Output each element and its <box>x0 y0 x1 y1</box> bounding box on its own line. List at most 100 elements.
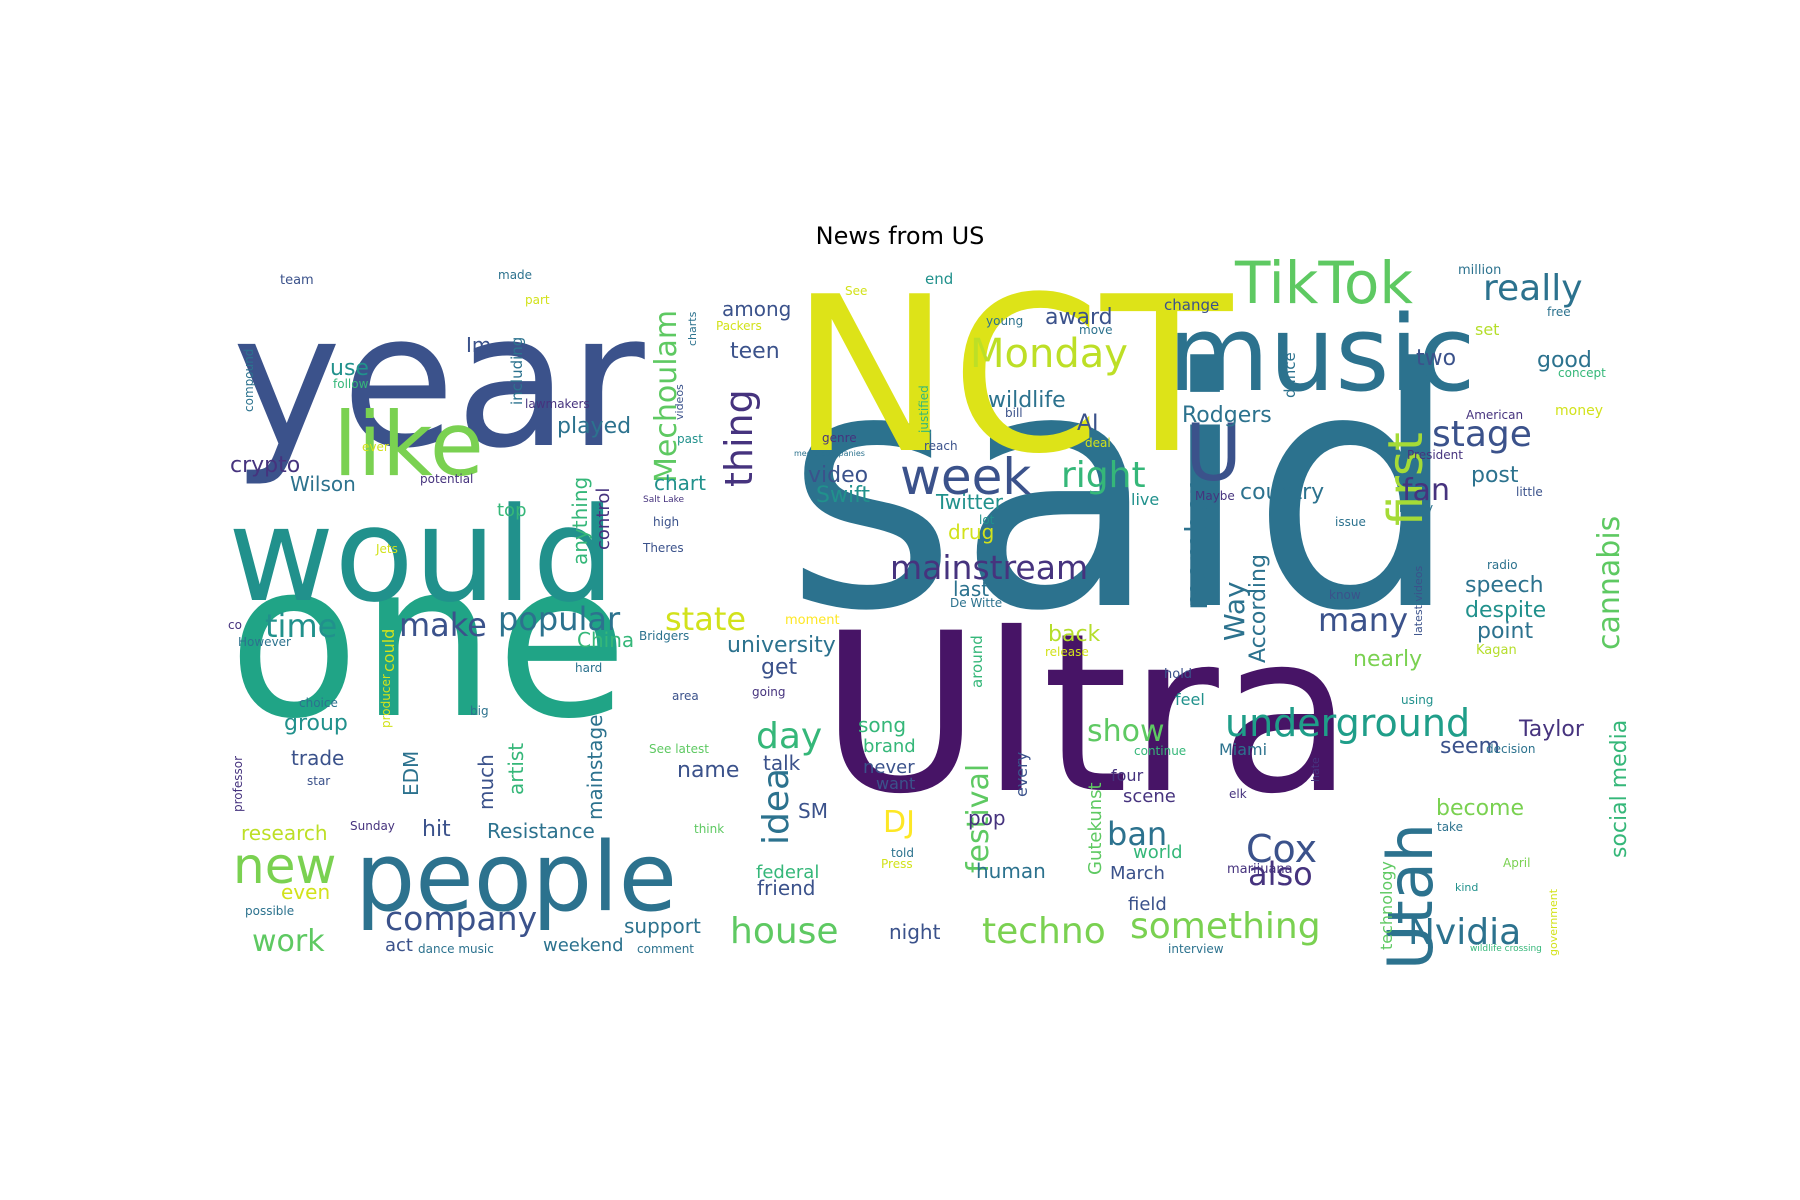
cloud-word: April <box>1503 856 1530 870</box>
cloud-word: including <box>508 337 526 405</box>
cloud-word: even <box>281 880 330 904</box>
cloud-word: comment <box>637 942 694 956</box>
cloud-word: feel <box>1175 690 1205 709</box>
cloud-word: talk <box>763 751 801 775</box>
cloud-word: group <box>284 711 348 736</box>
cloud-word: brand <box>863 736 916 757</box>
cloud-word: Cox <box>1246 827 1317 871</box>
cloud-word: Press <box>881 857 913 871</box>
cloud-word: hold <box>1164 667 1192 682</box>
cloud-word: every <box>1012 752 1031 797</box>
cloud-word: big <box>470 704 489 718</box>
cloud-word: Im <box>466 333 491 357</box>
cloud-word: Miami <box>1219 740 1267 759</box>
cloud-word: hard <box>575 661 602 675</box>
cloud-word: million <box>1458 263 1501 278</box>
cloud-word: become <box>1436 796 1524 821</box>
cloud-word: many <box>1318 601 1408 639</box>
cloud-word: Twitter <box>935 490 1004 514</box>
cloud-word: state <box>665 600 746 638</box>
cloud-word: day <box>756 716 822 757</box>
cloud-word: President <box>1407 448 1463 462</box>
cloud-word: festival <box>961 764 996 873</box>
cloud-word: weekend <box>543 935 624 956</box>
cloud-word: human <box>976 859 1046 883</box>
cloud-word: Wilson <box>290 472 356 496</box>
cloud-word: point <box>1477 619 1533 644</box>
cloud-word: lot <box>979 513 995 527</box>
cloud-word: potential <box>420 472 473 486</box>
cloud-word: four <box>1111 766 1144 785</box>
cloud-word: elk <box>1229 787 1247 801</box>
cloud-word: trade <box>291 746 344 770</box>
cloud-word: Jets <box>375 542 398 556</box>
cloud-word: compound <box>242 349 256 412</box>
cloud-word: U <box>1185 409 1242 499</box>
cloud-word: Sunday <box>350 819 395 833</box>
cloud-word: wildlife crossing <box>1470 944 1542 954</box>
cloud-word: American <box>1466 408 1523 422</box>
cloud-word: move <box>1079 323 1113 337</box>
cloud-word: said <box>785 299 1460 683</box>
cloud-word: people <box>355 823 677 933</box>
cloud-word: Rodgers <box>1182 403 1272 428</box>
cloud-word: DJ <box>883 805 915 840</box>
cloud-word: university <box>727 633 836 658</box>
cloud-word: really <box>1483 268 1583 309</box>
cloud-word: federal <box>756 862 819 883</box>
cloud-word: field <box>1128 894 1167 915</box>
cloud-word: change <box>1164 296 1219 314</box>
cloud-word: live <box>1131 490 1159 509</box>
cloud-word: company <box>385 899 537 938</box>
cloud-word: Salt Lake <box>643 495 685 505</box>
cloud-word: Ultra <box>820 586 1354 842</box>
cloud-word: act <box>385 935 413 956</box>
cloud-word: producer <box>379 674 393 728</box>
cloud-word: one <box>228 515 628 766</box>
cloud-word: ever <box>362 440 389 454</box>
cloud-word: song <box>858 713 906 737</box>
cloud-word: played <box>557 414 631 439</box>
cloud-word: take <box>1437 820 1463 834</box>
cloud-word: could <box>379 629 398 672</box>
cloud-word: last <box>953 577 989 601</box>
cloud-word: cannabis <box>1592 516 1627 650</box>
cloud-word: post <box>1471 463 1519 488</box>
cloud-word: made <box>498 268 532 282</box>
cloud-word: dance music <box>418 942 494 956</box>
cloud-word: deal <box>1085 436 1111 450</box>
cloud-word: AI <box>1077 411 1099 436</box>
cloud-word: pop <box>968 806 1006 830</box>
cloud-word: ready <box>1399 501 1433 515</box>
cloud-word: justified <box>917 385 931 434</box>
cloud-word: lawmakers <box>525 397 590 411</box>
cloud-word: March <box>1110 863 1165 884</box>
cloud-word: Monday <box>970 331 1128 377</box>
cloud-word: chart <box>654 471 706 495</box>
cloud-word: SM <box>798 799 828 823</box>
cloud-word: also <box>1248 855 1313 893</box>
cloud-word: star <box>307 774 330 788</box>
cloud-word: member <box>1180 483 1215 610</box>
cloud-word: anything <box>568 477 592 565</box>
cloud-word: set <box>1475 320 1499 339</box>
cloud-word: bill <box>1005 406 1023 420</box>
cloud-word: Taylor <box>1518 717 1585 742</box>
cloud-word: would <box>228 479 615 631</box>
cloud-word: Maybe <box>1195 489 1235 503</box>
cloud-word: Gutekunst <box>1085 782 1106 875</box>
cloud-word: Packers <box>716 319 762 333</box>
cloud-word: award <box>1045 305 1113 330</box>
cloud-word: latest videos <box>1412 566 1425 636</box>
cloud-word: use <box>330 356 369 381</box>
cloud-word: genre <box>822 431 857 445</box>
cloud-word: kind <box>1455 881 1478 894</box>
cloud-word: issue <box>1335 515 1366 529</box>
cloud-word: videos <box>673 384 686 420</box>
cloud-word: money <box>1555 403 1603 419</box>
cloud-word: get <box>761 655 798 680</box>
cloud-word: night <box>889 920 941 944</box>
cloud-word: time <box>265 607 337 645</box>
